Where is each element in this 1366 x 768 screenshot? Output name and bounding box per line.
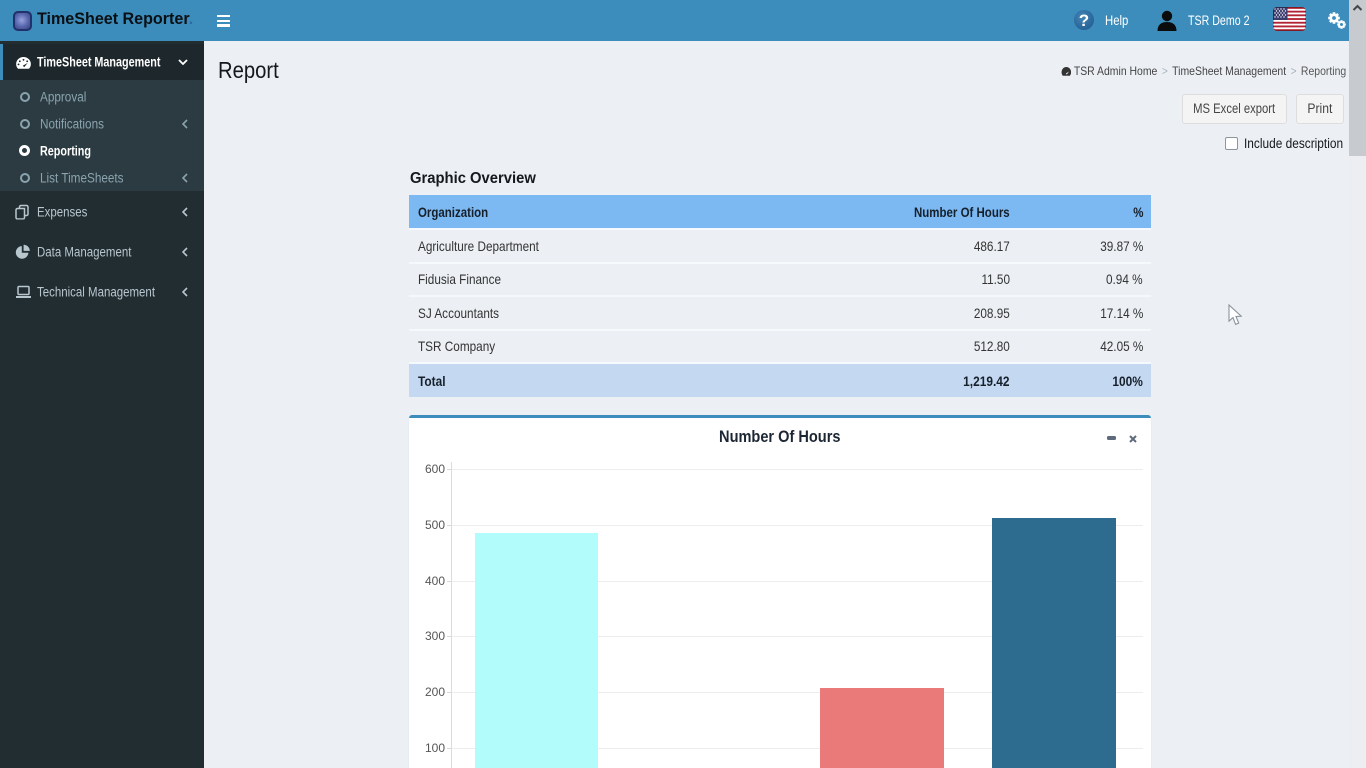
svg-text:?: ? [1079,11,1089,30]
